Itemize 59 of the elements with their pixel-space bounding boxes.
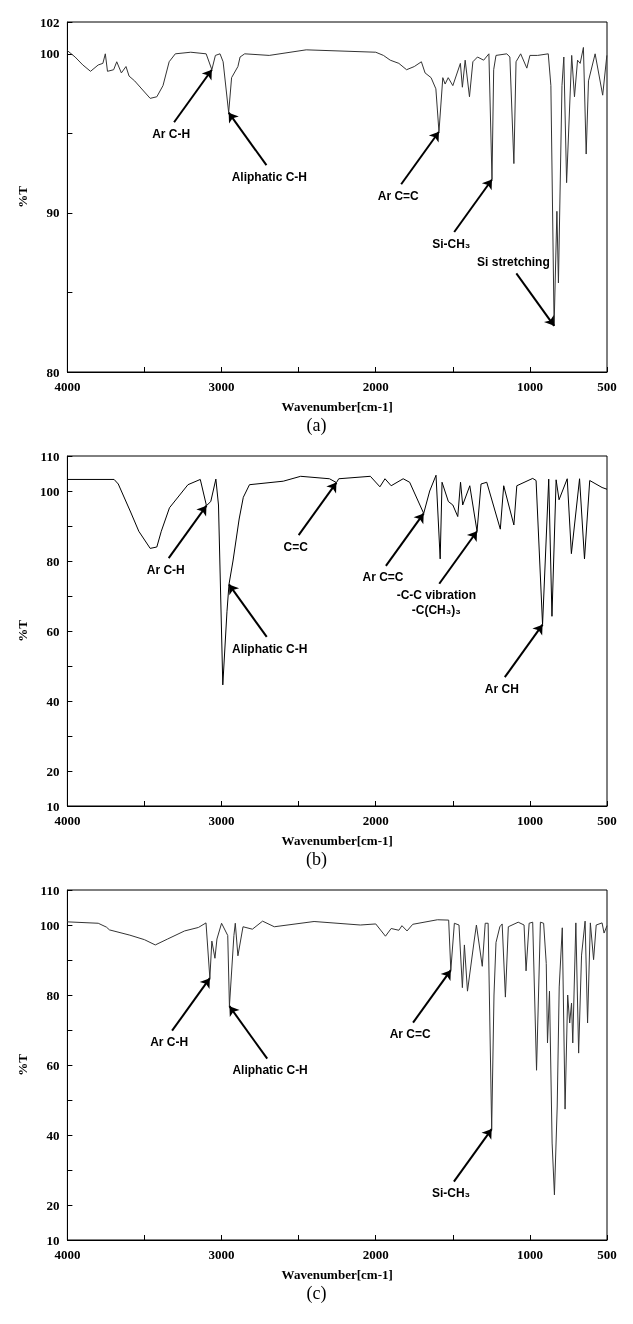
x-tick-label: 1000 — [516, 1247, 543, 1262]
x-axis-title: Wavenumber[cm-1] — [281, 1267, 393, 1282]
text: (a) — [306, 415, 327, 436]
x-tick-label: 2000 — [362, 813, 389, 828]
annotation: Aliphatic C-H — [231, 169, 308, 184]
y-tick-label: 90 — [46, 205, 60, 221]
annotation: Aliphatic C-H — [232, 1063, 308, 1078]
y-tick-label: 100 — [39, 917, 60, 933]
x-tick-label: 500 — [597, 813, 617, 828]
x-tick-label: 4000 — [54, 1247, 81, 1262]
y-tick-label: 80 — [46, 364, 60, 380]
annotation: Aliphatic C-H — [231, 641, 308, 656]
x-tick-label: 3000 — [208, 379, 235, 394]
y-tick-label: 100 — [39, 483, 60, 499]
y-tick-label: 20 — [46, 763, 60, 779]
y-tick-label: 80 — [46, 553, 60, 569]
annotation: Ar C=C — [362, 570, 404, 585]
annotation: Si-CH₃ — [431, 1186, 471, 1201]
annotation: Ar C=C — [377, 188, 420, 203]
annotation: Si stretching — [477, 254, 550, 269]
x-tick-label: 4000 — [54, 813, 81, 828]
x-tick-label: 1000 — [516, 379, 543, 394]
x-tick-label: 500 — [597, 1247, 617, 1262]
line-series — [66, 46, 608, 327]
y-axis-title: %T — [15, 1053, 30, 1076]
annotation: Ar CH — [484, 681, 519, 696]
annotation: C=C — [283, 539, 309, 554]
text: (c) — [306, 1283, 327, 1304]
y-tick-label: 100 — [39, 46, 60, 62]
y-tick-label: 10 — [46, 1232, 60, 1248]
annotation: Ar C-H — [150, 1035, 189, 1050]
x-tick-label: 3000 — [208, 1247, 235, 1262]
annotation: Ar C-H — [152, 126, 191, 141]
line-series — [66, 919, 608, 1196]
x-tick-label: 2000 — [362, 1247, 389, 1262]
y-tick-label: 110 — [40, 448, 60, 464]
x-tick-label: 500 — [597, 379, 617, 394]
annotation: -C-C vibration -C(CH₃)₃ — [396, 588, 477, 618]
y-tick-label: 40 — [46, 1127, 60, 1143]
x-tick-label: 1000 — [516, 813, 543, 828]
y-tick-label: 110 — [40, 882, 60, 898]
y-axis-title: %T — [15, 185, 30, 208]
x-tick-label: 3000 — [208, 813, 235, 828]
annotation: Ar C=C — [389, 1027, 431, 1042]
y-tick-label: 60 — [46, 623, 60, 639]
x-tick-label: 2000 — [362, 379, 389, 394]
y-tick-label: 20 — [46, 1197, 60, 1213]
x-axis-title: Wavenumber[cm-1] — [281, 833, 393, 848]
y-tick-label: 80 — [46, 987, 60, 1003]
y-tick-label: 10 — [46, 798, 60, 814]
annotation: Ar C-H — [146, 562, 185, 577]
x-tick-label: 4000 — [54, 379, 81, 394]
annotation: Si-CH₃ — [432, 236, 471, 251]
text: (b) — [306, 849, 328, 870]
y-tick-label: 40 — [46, 693, 60, 709]
x-axis-title: Wavenumber[cm-1] — [281, 399, 393, 414]
y-tick-label: 60 — [46, 1057, 60, 1073]
y-tick-label: 102 — [39, 14, 60, 30]
y-axis-title: %T — [15, 619, 30, 642]
